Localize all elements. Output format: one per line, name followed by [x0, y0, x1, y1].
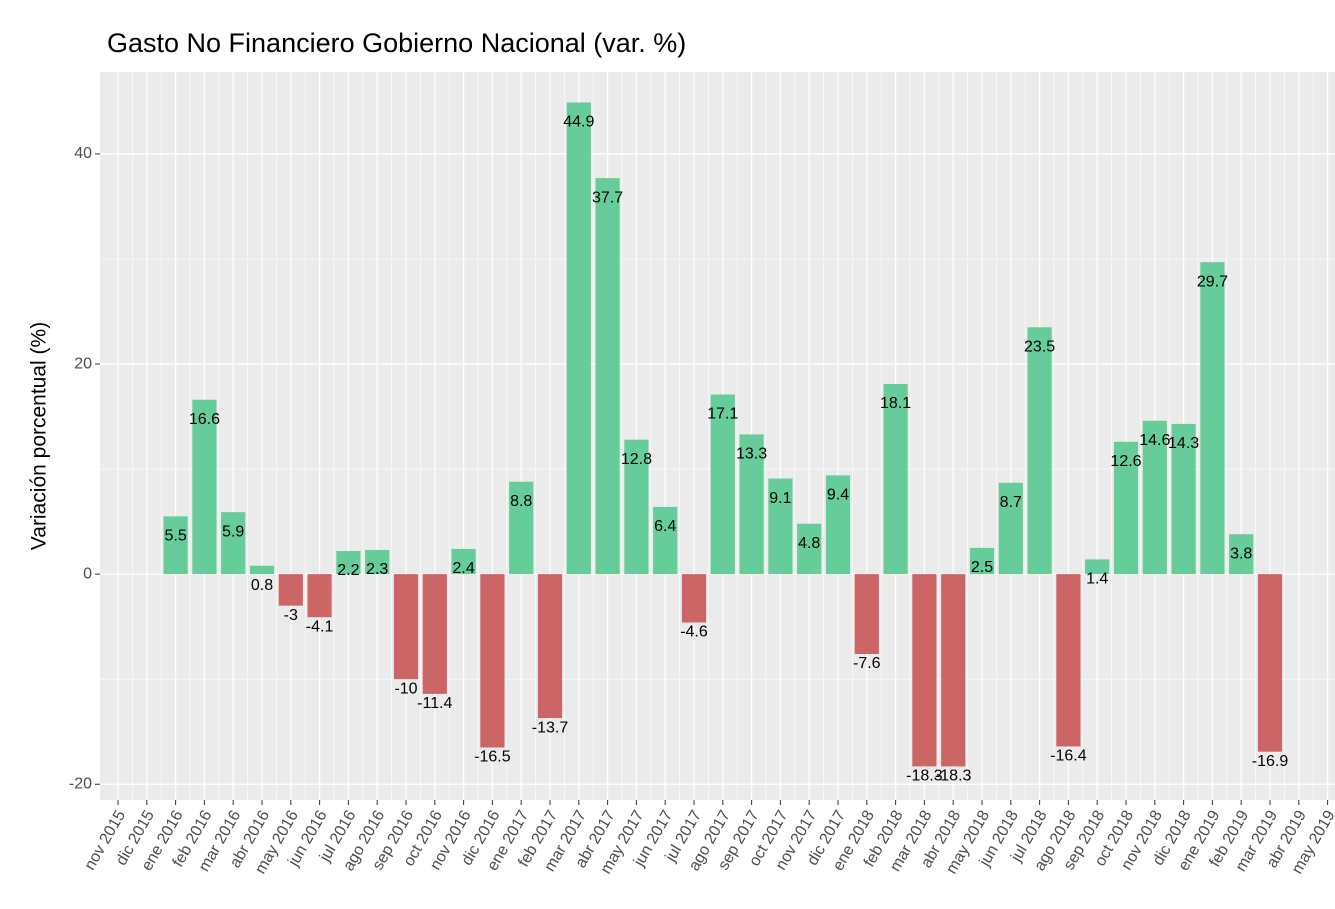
bar: [1229, 534, 1254, 575]
data-label: -13.7: [532, 719, 569, 736]
bar: [854, 574, 879, 654]
data-label: 2.2: [337, 562, 359, 579]
bar: [336, 551, 361, 575]
bar: [365, 549, 390, 575]
y-tick-label: 20: [74, 355, 92, 372]
data-label: -10: [394, 680, 417, 697]
data-label: -18.3: [906, 768, 943, 785]
data-label: 9.1: [769, 490, 791, 507]
data-label: 18.1: [880, 395, 911, 412]
data-label: -4.6: [680, 624, 708, 641]
data-label: 12.6: [1110, 453, 1141, 470]
bar: [221, 512, 246, 575]
data-label: 3.8: [1230, 545, 1252, 562]
data-label: -4.1: [306, 618, 334, 635]
bar: [307, 574, 332, 618]
bar: [998, 482, 1023, 575]
bar: [192, 399, 217, 575]
y-axis-label: Variación porcentual (%): [28, 322, 51, 550]
y-tick-label: 40: [74, 145, 92, 162]
data-label: 0.8: [251, 577, 273, 594]
data-label: -18.3: [935, 768, 972, 785]
data-label: 9.4: [827, 487, 849, 504]
data-label: -3: [284, 607, 298, 624]
data-label: 4.8: [798, 535, 820, 552]
data-label: 14.6: [1139, 432, 1170, 449]
bar: [537, 574, 563, 719]
data-label: -11.4: [417, 695, 452, 712]
data-label: 2.5: [971, 559, 993, 576]
data-label: 8.8: [510, 493, 532, 510]
bar: [393, 574, 419, 680]
data-label: 17.1: [707, 406, 738, 423]
data-label: 5.9: [222, 523, 244, 540]
data-label: 14.3: [1168, 435, 1199, 452]
data-label: -7.6: [853, 655, 881, 672]
bar: [163, 516, 188, 575]
bar: [480, 574, 505, 748]
bar: [681, 574, 707, 623]
data-label: 29.7: [1197, 273, 1228, 290]
data-label: 12.8: [621, 451, 652, 468]
bar: [739, 434, 764, 575]
bar: [509, 481, 534, 575]
bar: [1027, 327, 1052, 575]
bar: [768, 478, 793, 575]
data-label: -16.5: [474, 749, 511, 766]
data-label: 37.7: [592, 189, 623, 206]
bar: [1257, 574, 1283, 752]
y-tick-label: -20: [69, 775, 92, 792]
bar: [797, 523, 822, 575]
bar: [278, 574, 303, 606]
bar: [451, 548, 476, 575]
data-label: 13.3: [736, 446, 767, 463]
bar: [1200, 262, 1225, 575]
data-label: -16.9: [1252, 753, 1289, 770]
data-label: 8.7: [1000, 494, 1022, 511]
bar: [825, 475, 851, 575]
bar: [249, 565, 275, 575]
data-label: 5.5: [164, 528, 186, 545]
bar: [595, 178, 620, 575]
data-label: 1.4: [1086, 571, 1108, 588]
bar: [566, 102, 591, 575]
bar: [883, 384, 908, 575]
bar: [969, 547, 995, 575]
bar: [941, 574, 966, 767]
bar: [1113, 441, 1139, 575]
bar: [1142, 420, 1167, 575]
bar: [624, 439, 649, 575]
data-label: 16.6: [189, 411, 220, 428]
bar: [1056, 574, 1081, 747]
bar: [422, 574, 447, 694]
data-label: 2.3: [366, 561, 388, 578]
data-label: 2.4: [452, 560, 474, 577]
data-label: 44.9: [563, 114, 594, 131]
bar: [653, 506, 678, 575]
y-tick-label: 0: [83, 565, 92, 582]
data-label: -16.4: [1050, 748, 1087, 765]
chart-title: Gasto No Financiero Gobierno Nacional (v…: [107, 28, 686, 58]
data-label: 23.5: [1024, 338, 1055, 355]
bar: [1085, 559, 1110, 575]
bar: [1171, 423, 1196, 575]
data-label: 6.4: [654, 518, 676, 535]
bar: [710, 394, 735, 575]
bar: [912, 574, 937, 767]
